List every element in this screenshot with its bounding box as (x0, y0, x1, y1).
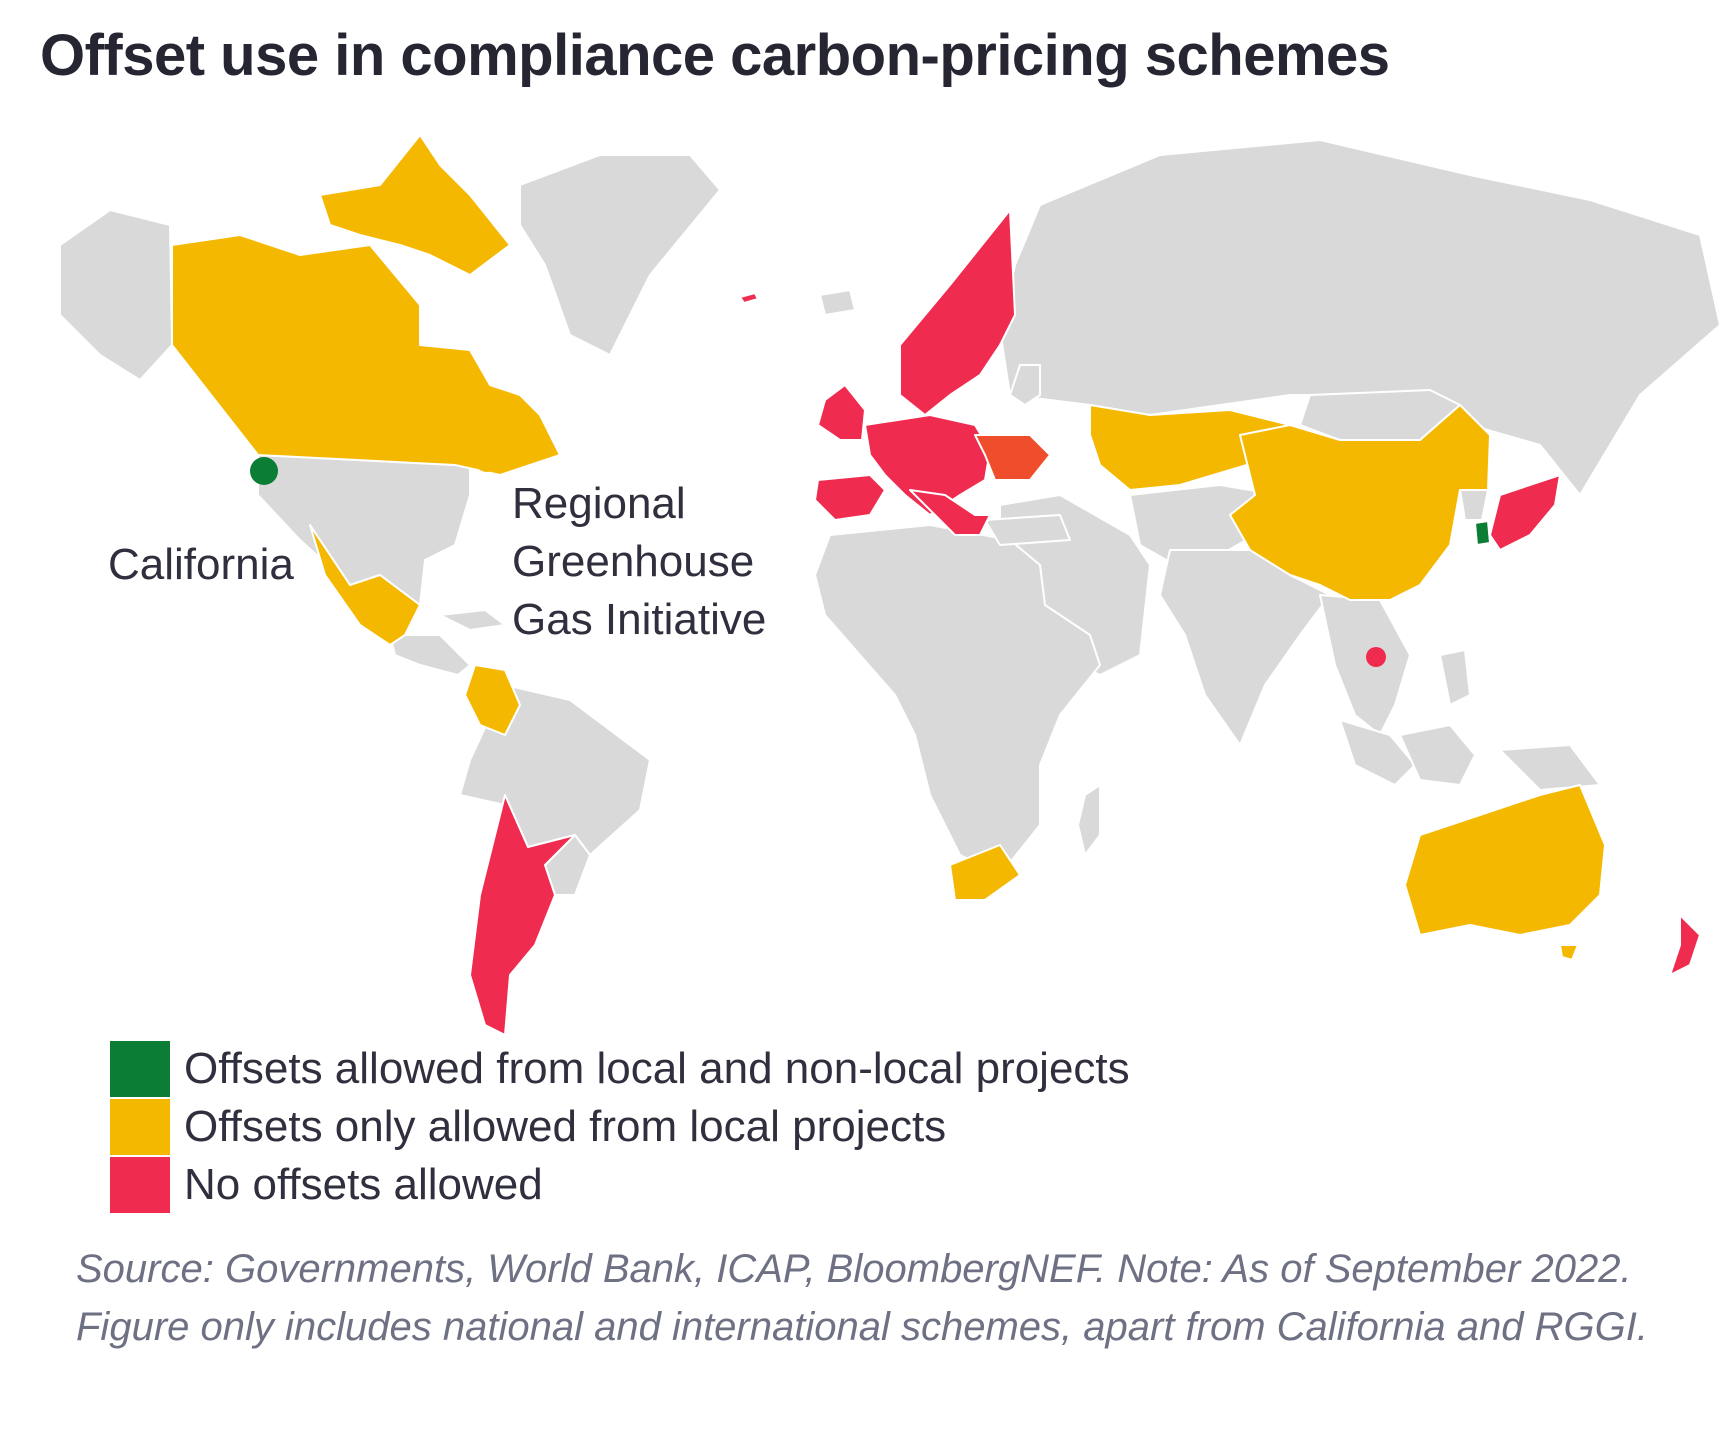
japan (1489, 474, 1561, 551)
eastern-europe-grey (1009, 364, 1041, 406)
iberia (814, 474, 886, 521)
kazakhstan (1089, 404, 1291, 491)
legend-label: Offsets allowed from local and non-local… (184, 1044, 1130, 1093)
canada (171, 234, 561, 476)
caribbean (439, 609, 506, 631)
philippines (1439, 649, 1471, 706)
rggi-label-line-2: Greenhouse (512, 537, 755, 586)
world-map (59, 134, 1721, 1036)
california-label: California (108, 540, 294, 589)
colombia (464, 664, 521, 736)
tasmania (1559, 944, 1579, 961)
legend-swatch-green (110, 1041, 170, 1097)
legend-item-local-and-nonlocal: Offsets allowed from local and non-local… (110, 1040, 1130, 1098)
legend-swatch-red (110, 1157, 170, 1213)
chile-argentina (469, 794, 576, 1036)
africa (814, 524, 1101, 876)
south-africa (949, 844, 1021, 901)
indonesia-west (1339, 719, 1416, 786)
canada-arctic-islands (319, 134, 511, 276)
north-korea (1459, 489, 1489, 521)
western-central-europe (864, 414, 991, 516)
ukraine (974, 434, 1051, 481)
indonesia-marker (1366, 647, 1386, 667)
italy-balkans (909, 489, 991, 536)
madagascar (1077, 784, 1101, 856)
mexico (309, 524, 421, 646)
svalbard-islet (739, 292, 759, 304)
china (1229, 404, 1491, 601)
new-zealand (1669, 914, 1701, 976)
borneo-png (1399, 724, 1476, 786)
rggi-marker (474, 446, 500, 472)
south-korea (1474, 520, 1491, 546)
rggi-label-line-1: Regional (512, 479, 686, 528)
rggi-label: Regional Greenhouse Gas Initiative (512, 475, 766, 649)
legend-item-no-offsets: No offsets allowed (110, 1156, 1130, 1214)
rggi-label-line-3: Gas Initiative (512, 595, 767, 644)
iceland (819, 289, 856, 316)
australia (1404, 784, 1606, 936)
greenland (519, 154, 721, 356)
legend-item-local-only: Offsets only allowed from local projects (110, 1098, 1130, 1156)
turkey (984, 514, 1071, 546)
central-america (389, 634, 471, 676)
southeast-asia (1319, 594, 1411, 736)
legend-label: Offsets only allowed from local projects (184, 1102, 947, 1151)
legend: Offsets allowed from local and non-local… (110, 1040, 1130, 1214)
california-marker (250, 457, 278, 485)
alaska (59, 209, 173, 381)
uk-ireland (817, 384, 866, 441)
legend-swatch-yellow (110, 1099, 170, 1155)
legend-label: No offsets allowed (184, 1160, 543, 1209)
scandinavia (899, 209, 1016, 416)
chart-title: Offset use in compliance carbon-pricing … (40, 23, 1390, 88)
source-note: Source: Governments, World Bank, ICAP, B… (76, 1247, 1648, 1349)
new-guinea (1499, 744, 1601, 791)
